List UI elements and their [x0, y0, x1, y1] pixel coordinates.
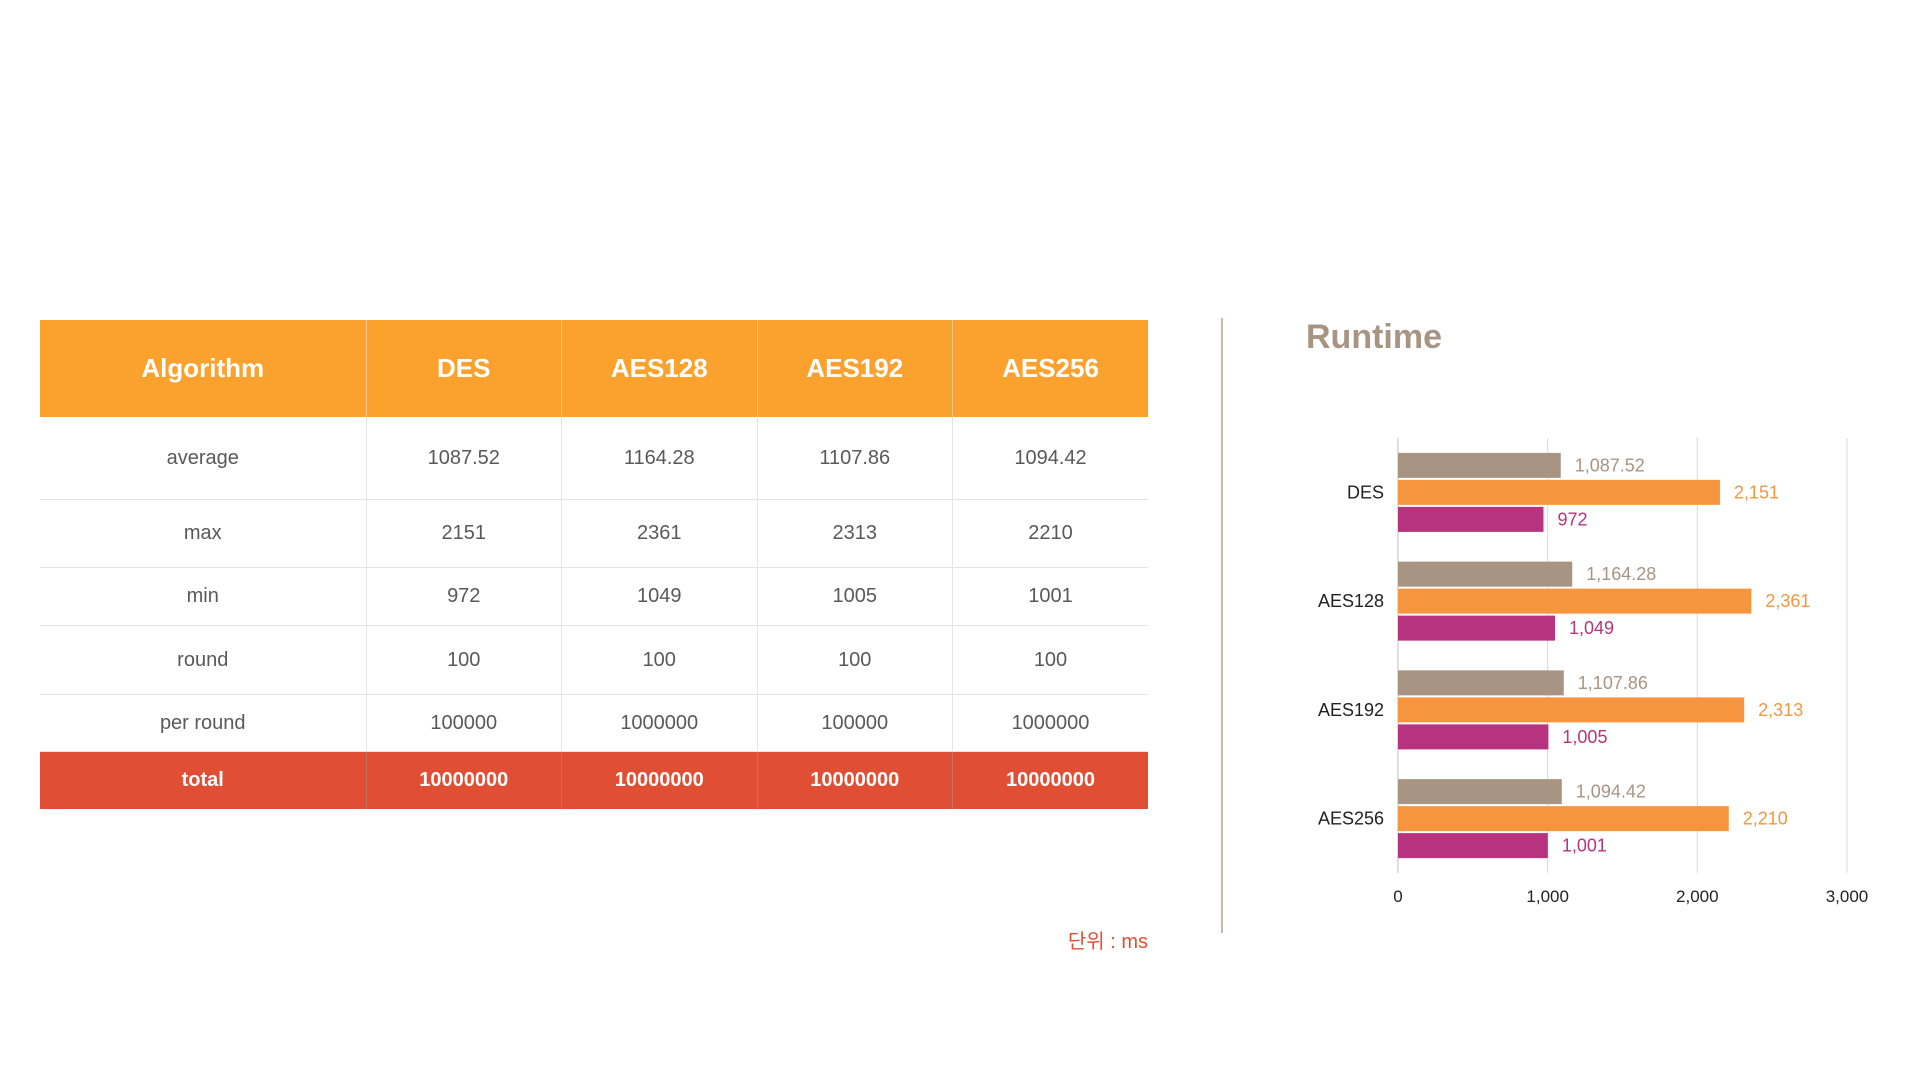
table-row-per-round: per round 100000 1000000 100000 1000000 — [40, 694, 1148, 752]
cell: 100000 — [756, 694, 953, 752]
cell: 2313 — [756, 499, 953, 568]
x-tick-label: 2,000 — [1676, 887, 1719, 906]
bar — [1398, 561, 1573, 587]
data-label: 2,210 — [1743, 809, 1788, 829]
header-aes192: AES192 — [756, 320, 953, 417]
unit-note: 단위 : ms — [1067, 931, 1148, 953]
data-label: 1,001 — [1562, 836, 1607, 856]
row-label: min — [40, 567, 366, 626]
cell: 100 — [952, 625, 1148, 695]
chart-title: Runtime — [1306, 318, 1442, 356]
data-label: 1,087.52 — [1575, 455, 1645, 475]
bar — [1398, 615, 1556, 641]
cell: 1087.52 — [365, 417, 562, 500]
bar — [1398, 833, 1548, 859]
cell: 2361 — [561, 499, 757, 568]
row-label: max — [40, 499, 366, 568]
cell: 10000000 — [756, 751, 953, 809]
table-row-max: max 2151 2361 2313 2210 — [40, 499, 1148, 568]
data-label: 1,164.28 — [1586, 564, 1656, 584]
category-label: AES128 — [1318, 591, 1384, 611]
header-algorithm: Algorithm — [40, 320, 366, 417]
cell: 100 — [756, 625, 953, 695]
bar — [1398, 452, 1561, 478]
category-label: AES192 — [1318, 700, 1384, 720]
bar — [1398, 670, 1564, 696]
cell: 10000000 — [952, 751, 1148, 809]
bar — [1398, 697, 1745, 723]
cell: 100000 — [365, 694, 562, 752]
cell: 972 — [365, 567, 562, 626]
table-row-average: average 1087.52 1164.28 1107.86 1094.42 — [40, 417, 1148, 500]
data-label: 2,151 — [1734, 482, 1779, 502]
header-aes256: AES256 — [952, 320, 1148, 417]
data-label: 1,094.42 — [1576, 782, 1646, 802]
cell: 1107.86 — [756, 417, 953, 500]
header-aes128: AES128 — [561, 320, 757, 417]
table-row-min: min 972 1049 1005 1001 — [40, 567, 1148, 626]
data-label: 972 — [1557, 509, 1587, 529]
table-header-row: Algorithm DES AES128 AES192 AES256 — [40, 320, 1148, 417]
category-label: DES — [1347, 482, 1384, 502]
header-des: DES — [365, 320, 562, 417]
cell: 2151 — [365, 499, 562, 568]
results-table: Algorithm DES AES128 AES192 AES256 avera… — [40, 320, 1148, 809]
bar — [1398, 724, 1549, 750]
row-label: average — [40, 417, 366, 500]
x-tick-label: 3,000 — [1826, 887, 1869, 906]
data-label: 1,049 — [1569, 618, 1614, 638]
row-label: total — [40, 751, 366, 809]
data-label: 2,361 — [1765, 591, 1810, 611]
row-label: per round — [40, 694, 366, 752]
cell: 1005 — [756, 567, 953, 626]
table-row-round: round 100 100 100 100 — [40, 625, 1148, 695]
x-tick-label: 0 — [1393, 887, 1402, 906]
cell: 1000000 — [952, 694, 1148, 752]
table-row-total: total 10000000 10000000 10000000 1000000… — [40, 751, 1148, 809]
bar — [1398, 588, 1752, 614]
cell: 10000000 — [365, 751, 562, 809]
cell: 1094.42 — [952, 417, 1148, 500]
cell: 2210 — [952, 499, 1148, 568]
bar — [1398, 779, 1562, 805]
bar — [1398, 506, 1544, 532]
cell: 1000000 — [561, 694, 757, 752]
cell: 1049 — [561, 567, 757, 626]
x-tick-label: 1,000 — [1526, 887, 1569, 906]
cell: 1001 — [952, 567, 1148, 626]
cell: 100 — [561, 625, 757, 695]
cell: 1164.28 — [561, 417, 757, 500]
cell: 10000000 — [561, 751, 757, 809]
data-label: 2,313 — [1758, 700, 1803, 720]
section-divider — [1221, 318, 1223, 933]
bar — [1398, 479, 1720, 505]
bar — [1398, 806, 1729, 832]
data-label: 1,005 — [1562, 727, 1607, 747]
category-label: AES256 — [1318, 809, 1384, 829]
data-label: 1,107.86 — [1578, 673, 1648, 693]
cell: 100 — [365, 625, 562, 695]
row-label: round — [40, 625, 366, 695]
